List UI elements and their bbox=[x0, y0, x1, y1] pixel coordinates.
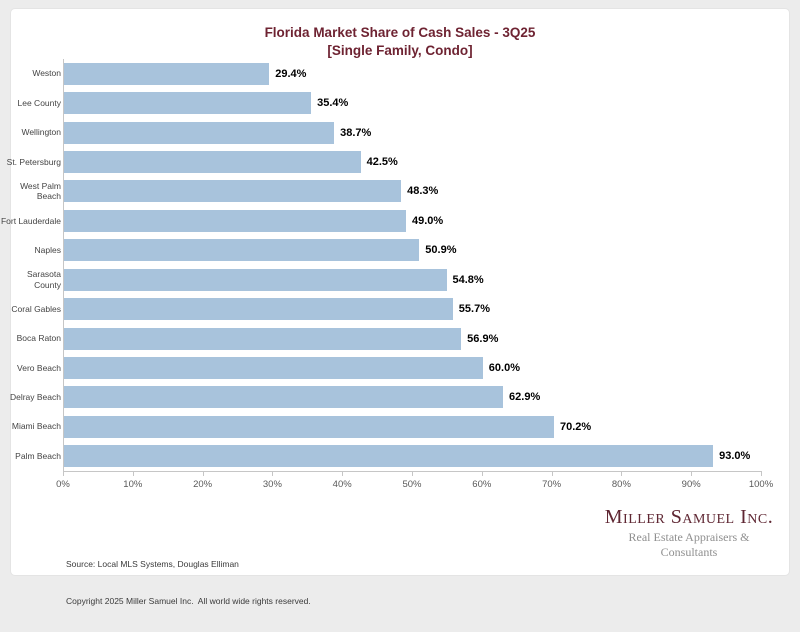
bar bbox=[64, 92, 312, 115]
category-label: Fort Lauderdale bbox=[0, 215, 61, 226]
chart-row: 93.0% bbox=[64, 441, 762, 470]
bar bbox=[64, 239, 420, 262]
axis-tick-mark bbox=[272, 472, 274, 476]
x-axis: 0% 10% 20% 30% 40% 50% 60% 70% 80% 90% 100% bbox=[56, 472, 773, 496]
category-label: Boca Raton bbox=[16, 333, 61, 344]
bar bbox=[64, 386, 504, 409]
chart-row: 42.5% bbox=[64, 147, 762, 176]
axis-tick-label: 10% bbox=[123, 479, 143, 490]
value-label: 29.4% bbox=[275, 67, 307, 80]
plot-area: 29.4% 35.4% 38.7% 42.5% 48.3% 49.0% 50.9% 54.8%… bbox=[63, 59, 762, 472]
category-label: Palm Beach bbox=[15, 450, 61, 461]
value-label: 56.9% bbox=[467, 332, 499, 345]
axis-tick-mark bbox=[761, 472, 762, 476]
axis-tick-label: 30% bbox=[262, 479, 282, 490]
value-label: 49.0% bbox=[412, 214, 444, 227]
bar bbox=[64, 268, 447, 291]
value-label: 55.7% bbox=[458, 303, 490, 316]
value-label: 50.9% bbox=[425, 244, 457, 257]
axis-tick-label: 20% bbox=[193, 479, 213, 490]
chart-row: 49.0% bbox=[64, 206, 762, 235]
source-attribution: Source: Local MLS Systems, Douglas Ellim… bbox=[66, 533, 311, 632]
chart-row: 29.4% bbox=[64, 59, 762, 88]
company-logo: Miller Samuel Inc. Real Estate Appraiser… bbox=[599, 506, 779, 560]
chart-row: 35.4% bbox=[64, 88, 762, 117]
axis-tick-label: 40% bbox=[332, 479, 352, 490]
category-label: Vero Beach bbox=[17, 362, 61, 373]
value-label: 54.8% bbox=[452, 273, 484, 286]
chart-row: 50.9% bbox=[64, 236, 762, 265]
bar bbox=[64, 121, 335, 144]
axis-tick-label: 0% bbox=[56, 479, 70, 490]
category-label: Wellington bbox=[21, 127, 61, 138]
value-label: 35.4% bbox=[317, 97, 349, 110]
bar bbox=[64, 356, 483, 379]
axis-tick-label: 50% bbox=[402, 479, 422, 490]
category-label: Lee County bbox=[17, 97, 61, 108]
axis-tick-mark bbox=[621, 472, 623, 476]
axis-tick-mark bbox=[551, 472, 553, 476]
bar bbox=[64, 298, 453, 321]
value-label: 38.7% bbox=[340, 126, 372, 139]
bar bbox=[64, 209, 407, 232]
chart-row: 70.2% bbox=[64, 412, 762, 441]
logo-tagline: Real Estate Appraisers & Consultants bbox=[628, 530, 750, 559]
category-label: Coral Gables bbox=[11, 303, 61, 314]
chart-row: 55.7% bbox=[64, 294, 762, 323]
bar bbox=[64, 415, 554, 438]
category-label: Miami Beach bbox=[11, 421, 61, 432]
axis-tick-mark bbox=[342, 472, 344, 476]
axis-tick-mark bbox=[412, 472, 413, 476]
chart-row: 54.8% bbox=[64, 265, 762, 294]
axis-tick-label: 60% bbox=[472, 479, 492, 490]
category-label: Weston bbox=[32, 68, 61, 79]
axis-tick-mark bbox=[202, 472, 204, 476]
axis-tick-mark bbox=[481, 472, 483, 476]
chart-row: 62.9% bbox=[64, 383, 762, 412]
source-line: Source: Local MLS Systems, Douglas Ellim… bbox=[66, 558, 239, 569]
chart-title: Florida Market Share of Cash Sales - 3Q2… bbox=[264, 25, 536, 40]
title-block: Florida Market Share of Cash Sales - 3Q2… bbox=[11, 24, 789, 59]
axis-tick-mark bbox=[132, 472, 134, 476]
bar bbox=[64, 180, 402, 203]
bar bbox=[64, 327, 462, 350]
axis-tick-label: 100% bbox=[748, 479, 774, 490]
axis-tick-mark bbox=[63, 472, 64, 476]
category-label: Sarasota County bbox=[26, 269, 61, 290]
chart-card: Florida Market Share of Cash Sales - 3Q2… bbox=[0, 8, 790, 606]
value-label: 48.3% bbox=[407, 185, 439, 198]
axis-tick-label: 90% bbox=[681, 479, 701, 490]
value-label: 93.0% bbox=[719, 450, 751, 463]
category-label: St. Petersburg bbox=[6, 156, 61, 167]
chart-row: 38.7% bbox=[64, 118, 762, 147]
axis-tick-label: 70% bbox=[542, 479, 562, 490]
chart-row: 56.9% bbox=[64, 324, 762, 353]
bar bbox=[64, 150, 361, 173]
value-label: 70.2% bbox=[559, 420, 592, 433]
category-label: West Palm Beach bbox=[20, 180, 61, 202]
axis-tick-label: 80% bbox=[611, 479, 631, 490]
value-label: 42.5% bbox=[366, 155, 398, 168]
value-label: 62.9% bbox=[509, 391, 541, 404]
axis-tick-mark bbox=[691, 472, 693, 476]
chart-row: 60.0% bbox=[64, 353, 762, 382]
logo-name: Miller Samuel Inc. bbox=[604, 506, 774, 528]
value-label: 60.0% bbox=[488, 361, 520, 374]
bar bbox=[64, 62, 270, 85]
chart-subtitle: [Single Family, Condo] bbox=[327, 42, 473, 58]
category-labels: Weston Lee County Wellington St. Petersburg… bbox=[0, 59, 61, 471]
bar bbox=[64, 445, 714, 468]
category-label: Naples bbox=[34, 244, 61, 255]
chart-row: 48.3% bbox=[64, 177, 762, 206]
copyright-line: Copyright 2025 Miller Samuel Inc. All wo… bbox=[66, 595, 311, 606]
category-label: Delray Beach bbox=[9, 392, 61, 403]
